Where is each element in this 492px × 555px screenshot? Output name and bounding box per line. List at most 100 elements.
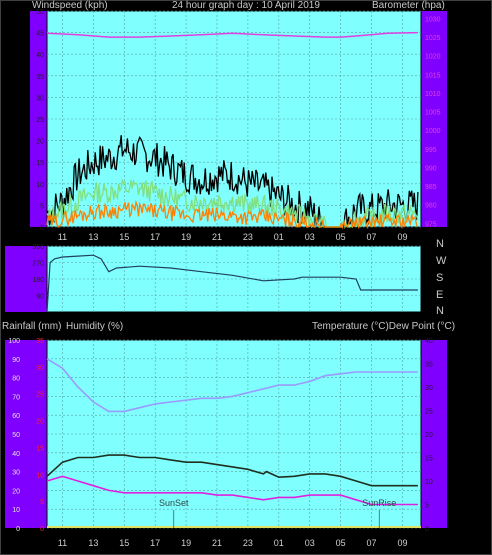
barometer-axis-tick: 1010 — [425, 91, 441, 98]
rainfall-axis-tick: 10 — [36, 472, 44, 479]
humidity-axis-tick: 40 — [12, 451, 20, 458]
temperature-axis-tick: 0 — [425, 526, 429, 533]
rainfall-axis-tick: 25 — [36, 392, 44, 399]
rh-left-axis-panel — [5, 340, 47, 528]
humidity-axis-tick: 20 — [12, 488, 20, 495]
wind-axis-tick: 20 — [36, 139, 44, 146]
barometer-axis-tick: 1020 — [425, 54, 441, 61]
windspeed-axis-title: Windspeed (kph) — [32, 0, 108, 11]
x-tick-label: 23 — [243, 232, 253, 242]
x-tick-label: 15 — [119, 538, 129, 548]
temperature-axis-tick: 15 — [425, 456, 433, 463]
barometer-axis-tick: 1030 — [425, 16, 441, 23]
x-tick-label: 17 — [150, 538, 160, 548]
humidity-series — [46, 358, 418, 413]
direction-label-n-top: N — [436, 238, 444, 250]
temp-right-axis-panel — [421, 340, 447, 528]
wind-axis-tick: 5 — [40, 203, 44, 210]
graph-day-title: 24 hour graph day : 10 April 2019 — [172, 0, 320, 11]
direction-label-n-bottom: N — [436, 305, 444, 317]
barometer-right-axis-panel — [421, 11, 447, 227]
wind-left-axis-panel — [30, 11, 47, 227]
x-tick-label: 03 — [305, 538, 315, 548]
temperature-axis-tick: 10 — [425, 479, 433, 486]
rainfall-axis-title: Rainfall (mm) — [2, 321, 62, 332]
x-tick-label: 05 — [336, 232, 346, 242]
direction-label-s: S — [436, 272, 444, 284]
temperature-axis-tick: 25 — [425, 409, 433, 416]
x-tick-label: 05 — [336, 538, 346, 548]
rainfall-axis-tick: 30 — [36, 365, 44, 372]
x-tick-label: 11 — [58, 538, 67, 548]
temperature-axis-title: Temperature (°C)Dew Point (°C) — [312, 321, 456, 332]
x-tick-label: 17 — [150, 232, 160, 242]
x-tick-label: 09 — [397, 538, 407, 548]
direction-axis-tick: 180 — [32, 277, 44, 284]
direction-axis-tick: 360 — [32, 244, 44, 251]
temperature-axis-tick: 5 — [425, 503, 429, 510]
x-tick-label: 13 — [88, 538, 98, 548]
direction-axis-tick: 270 — [32, 261, 44, 268]
x-tick-label: 13 — [88, 232, 98, 242]
humidity-axis-tick: 0 — [16, 526, 20, 533]
rainfall-axis-tick: 0 — [40, 526, 44, 533]
barometer-axis-tick: 980 — [425, 203, 437, 210]
wind-axis-tick: 50 — [36, 9, 44, 16]
humidity-axis-tick: 80 — [12, 376, 20, 383]
x-tick-label: 01 — [274, 538, 284, 548]
barometer-axis-tick: 995 — [425, 147, 437, 154]
direction-axis-tick: 90 — [36, 294, 44, 301]
temperature-series — [46, 454, 418, 487]
direction-left-axis-panel — [30, 246, 47, 312]
rainfall-axis-tick: 5 — [40, 499, 44, 506]
humidity-axis-tick: 100 — [8, 338, 20, 345]
x-tick-label: 11 — [58, 232, 67, 242]
wind-direction-series — [46, 254, 418, 313]
direction-label-w: W — [436, 255, 447, 267]
dew-point-series — [46, 475, 418, 506]
humidity-axis-tick: 50 — [12, 432, 20, 439]
x-tick-label: 07 — [367, 538, 377, 548]
x-tick-label: 21 — [212, 232, 222, 242]
humidity-axis-tick: 60 — [12, 413, 20, 420]
barometer-axis-tick: 1015 — [425, 72, 441, 79]
wind-average-series — [46, 178, 419, 230]
temperature-axis-tick: 20 — [425, 432, 433, 439]
wind-axis-tick: 35 — [36, 74, 44, 81]
wind-axis-tick: 30 — [36, 95, 44, 102]
x-tick-label: 15 — [119, 232, 129, 242]
temperature-axis-tick: 40 — [425, 338, 433, 345]
x-tick-label: 19 — [181, 538, 191, 548]
sun-annotation: SunRise — [362, 498, 396, 508]
sun-annotation: SunSet — [159, 498, 189, 508]
wind-axis-tick: 0 — [40, 225, 44, 232]
barometer-axis-tick: 985 — [425, 184, 437, 191]
x-tick-label: 23 — [243, 538, 253, 548]
humidity-axis-title: Humidity (%) — [66, 321, 124, 332]
wind-axis-tick: 10 — [36, 182, 44, 189]
rainfall-axis-tick: 20 — [36, 419, 44, 426]
humidity-axis-tick: 30 — [12, 470, 20, 477]
barometer-axis-tick: 975 — [425, 221, 437, 228]
x-tick-label: 21 — [212, 538, 222, 548]
x-tick-label: 03 — [305, 232, 315, 242]
rainfall-axis-tick: 15 — [36, 445, 44, 452]
x-tick-label: 19 — [181, 232, 191, 242]
rainfall-axis-tick: 35 — [36, 338, 44, 345]
humidity-axis-tick: 70 — [12, 394, 20, 401]
barometer-axis-tick: 990 — [425, 165, 437, 172]
direction-far-left-panel — [5, 246, 30, 312]
x-tick-label: 09 — [397, 232, 407, 242]
barometer-axis-tick: 1000 — [425, 128, 441, 135]
barometer-axis-title: Barometer (hpa) — [372, 0, 445, 11]
barometer-axis-tick: 1025 — [425, 35, 441, 42]
barometer-axis-tick: 1005 — [425, 110, 441, 117]
wind-axis-tick: 45 — [36, 31, 44, 38]
wind-low-series — [46, 199, 419, 230]
barometer-series — [46, 31, 418, 38]
wind-axis-tick: 25 — [36, 117, 44, 124]
x-tick-label: 01 — [274, 232, 284, 242]
wind-axis-tick: 40 — [36, 52, 44, 59]
